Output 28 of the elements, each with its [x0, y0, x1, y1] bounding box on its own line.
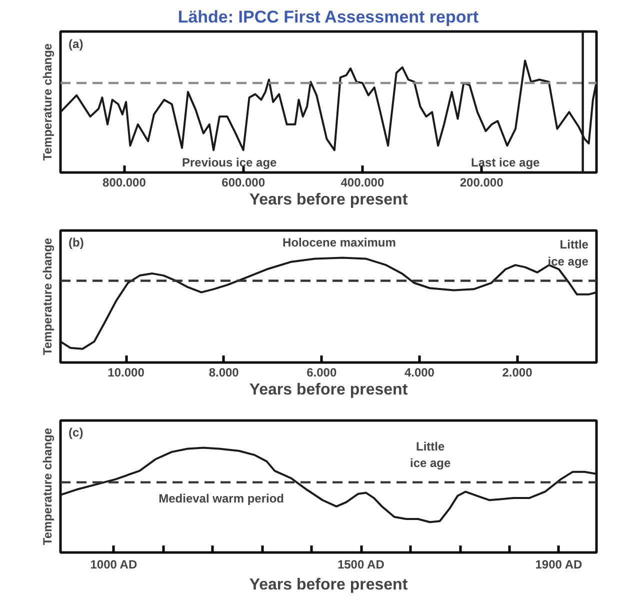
annotation: Little ice age [548, 238, 589, 268]
x-tick-label: 600.000 [222, 176, 266, 190]
x-tick-label: 4.000 [404, 366, 435, 380]
y-axis-title: Temperature change [40, 43, 54, 161]
x-tick-label: 8.000 [208, 366, 240, 380]
x-axis-title: Years before present [249, 192, 408, 208]
text: (b) [68, 235, 84, 250]
text: Holocene maximum [282, 235, 396, 250]
x-tick-label: 2.000 [502, 366, 533, 380]
chart-title: Lähde: IPCC First Assessment report [178, 8, 479, 26]
annotation: Medieval warm period [158, 491, 284, 506]
text: (a) [68, 37, 84, 52]
x-tick-label: 10.000 [108, 366, 145, 380]
x-tick-label: 800.000 [102, 176, 146, 190]
x-axis-title: Years before present [249, 382, 408, 398]
x-tick-label: 1900 AD [535, 558, 582, 572]
y-axis-title: Temperature change [40, 238, 54, 356]
annotation: Last ice age [471, 156, 540, 170]
text: (c) [68, 425, 84, 440]
x-tick-label: 400.000 [340, 176, 384, 190]
y-axis-title: Temperature change [40, 428, 54, 546]
annotation: Little ice age [410, 439, 452, 470]
annotation: Previous ice age [182, 156, 278, 170]
x-tick-label: 200.000 [460, 176, 504, 190]
x-tick-label: 1500 AD [337, 558, 385, 572]
x-tick-label: 6.000 [306, 366, 337, 380]
x-axis-title: Years before present [249, 576, 408, 594]
x-tick-label: 1000 AD [90, 558, 138, 572]
